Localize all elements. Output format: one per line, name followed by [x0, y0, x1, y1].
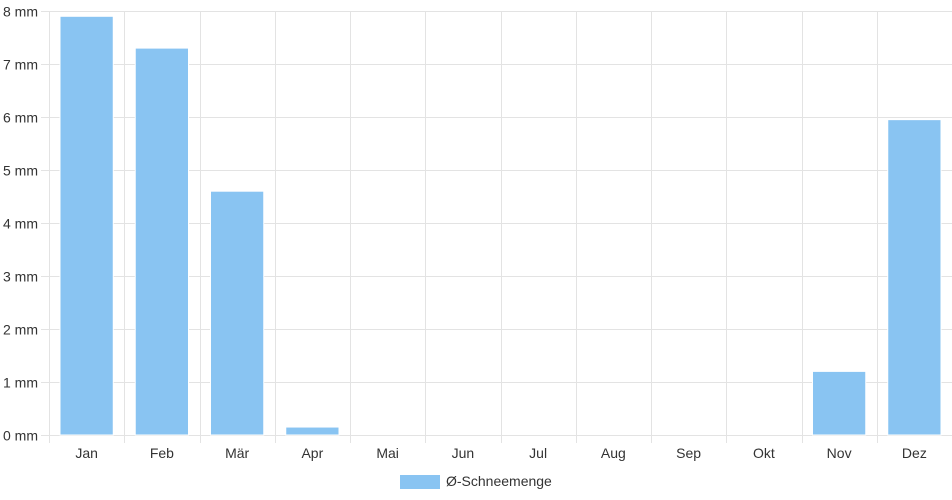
y-tick-label: 0 mm: [3, 428, 38, 444]
y-tick-label: 8 mm: [3, 4, 38, 20]
y-tick-label: 2 mm: [3, 322, 38, 338]
legend[interactable]: Ø-Schneemenge: [400, 473, 552, 489]
x-tick-label: Feb: [150, 445, 174, 461]
bar-nov[interactable]: [812, 370, 867, 436]
bar-apr[interactable]: [285, 426, 340, 436]
legend-label[interactable]: Ø-Schneemenge: [446, 473, 552, 489]
x-tick-label: Okt: [753, 445, 775, 461]
x-axis-ticks: Jan Feb Mär Apr Mai Jun Jul Aug Sep Okt Nov Dez: [75, 445, 926, 461]
x-tick-label: Mär: [225, 445, 249, 461]
x-tick-label: Mai: [376, 445, 399, 461]
x-tick-label: Nov: [827, 445, 852, 461]
y-tick-label: 7 mm: [3, 57, 38, 73]
y-tick-label: 5 mm: [3, 163, 38, 179]
x-tick-label: Sep: [676, 445, 701, 461]
bar-mär[interactable]: [210, 190, 265, 436]
bars: [59, 15, 942, 436]
x-tick-label: Apr: [301, 445, 323, 461]
y-tick-label: 4 mm: [3, 216, 38, 232]
x-tick-label: Jun: [452, 445, 475, 461]
x-tick-label: Aug: [601, 445, 626, 461]
bar-jan[interactable]: [59, 15, 114, 436]
bar-dez[interactable]: [887, 119, 942, 436]
y-tick-label: 3 mm: [3, 269, 38, 285]
y-tick-label: 1 mm: [3, 375, 38, 391]
bar-feb[interactable]: [134, 47, 189, 436]
grid-lines: [41, 11, 952, 443]
y-axis-ticks: 0 mm 1 mm 2 mm 3 mm 4 mm 5 mm 6 mm 7 mm 8 mm: [3, 4, 38, 444]
x-tick-label: Dez: [902, 445, 927, 461]
x-tick-label: Jan: [75, 445, 98, 461]
y-tick-label: 6 mm: [3, 110, 38, 126]
x-tick-label: Jul: [529, 445, 547, 461]
legend-swatch[interactable]: [400, 475, 440, 489]
